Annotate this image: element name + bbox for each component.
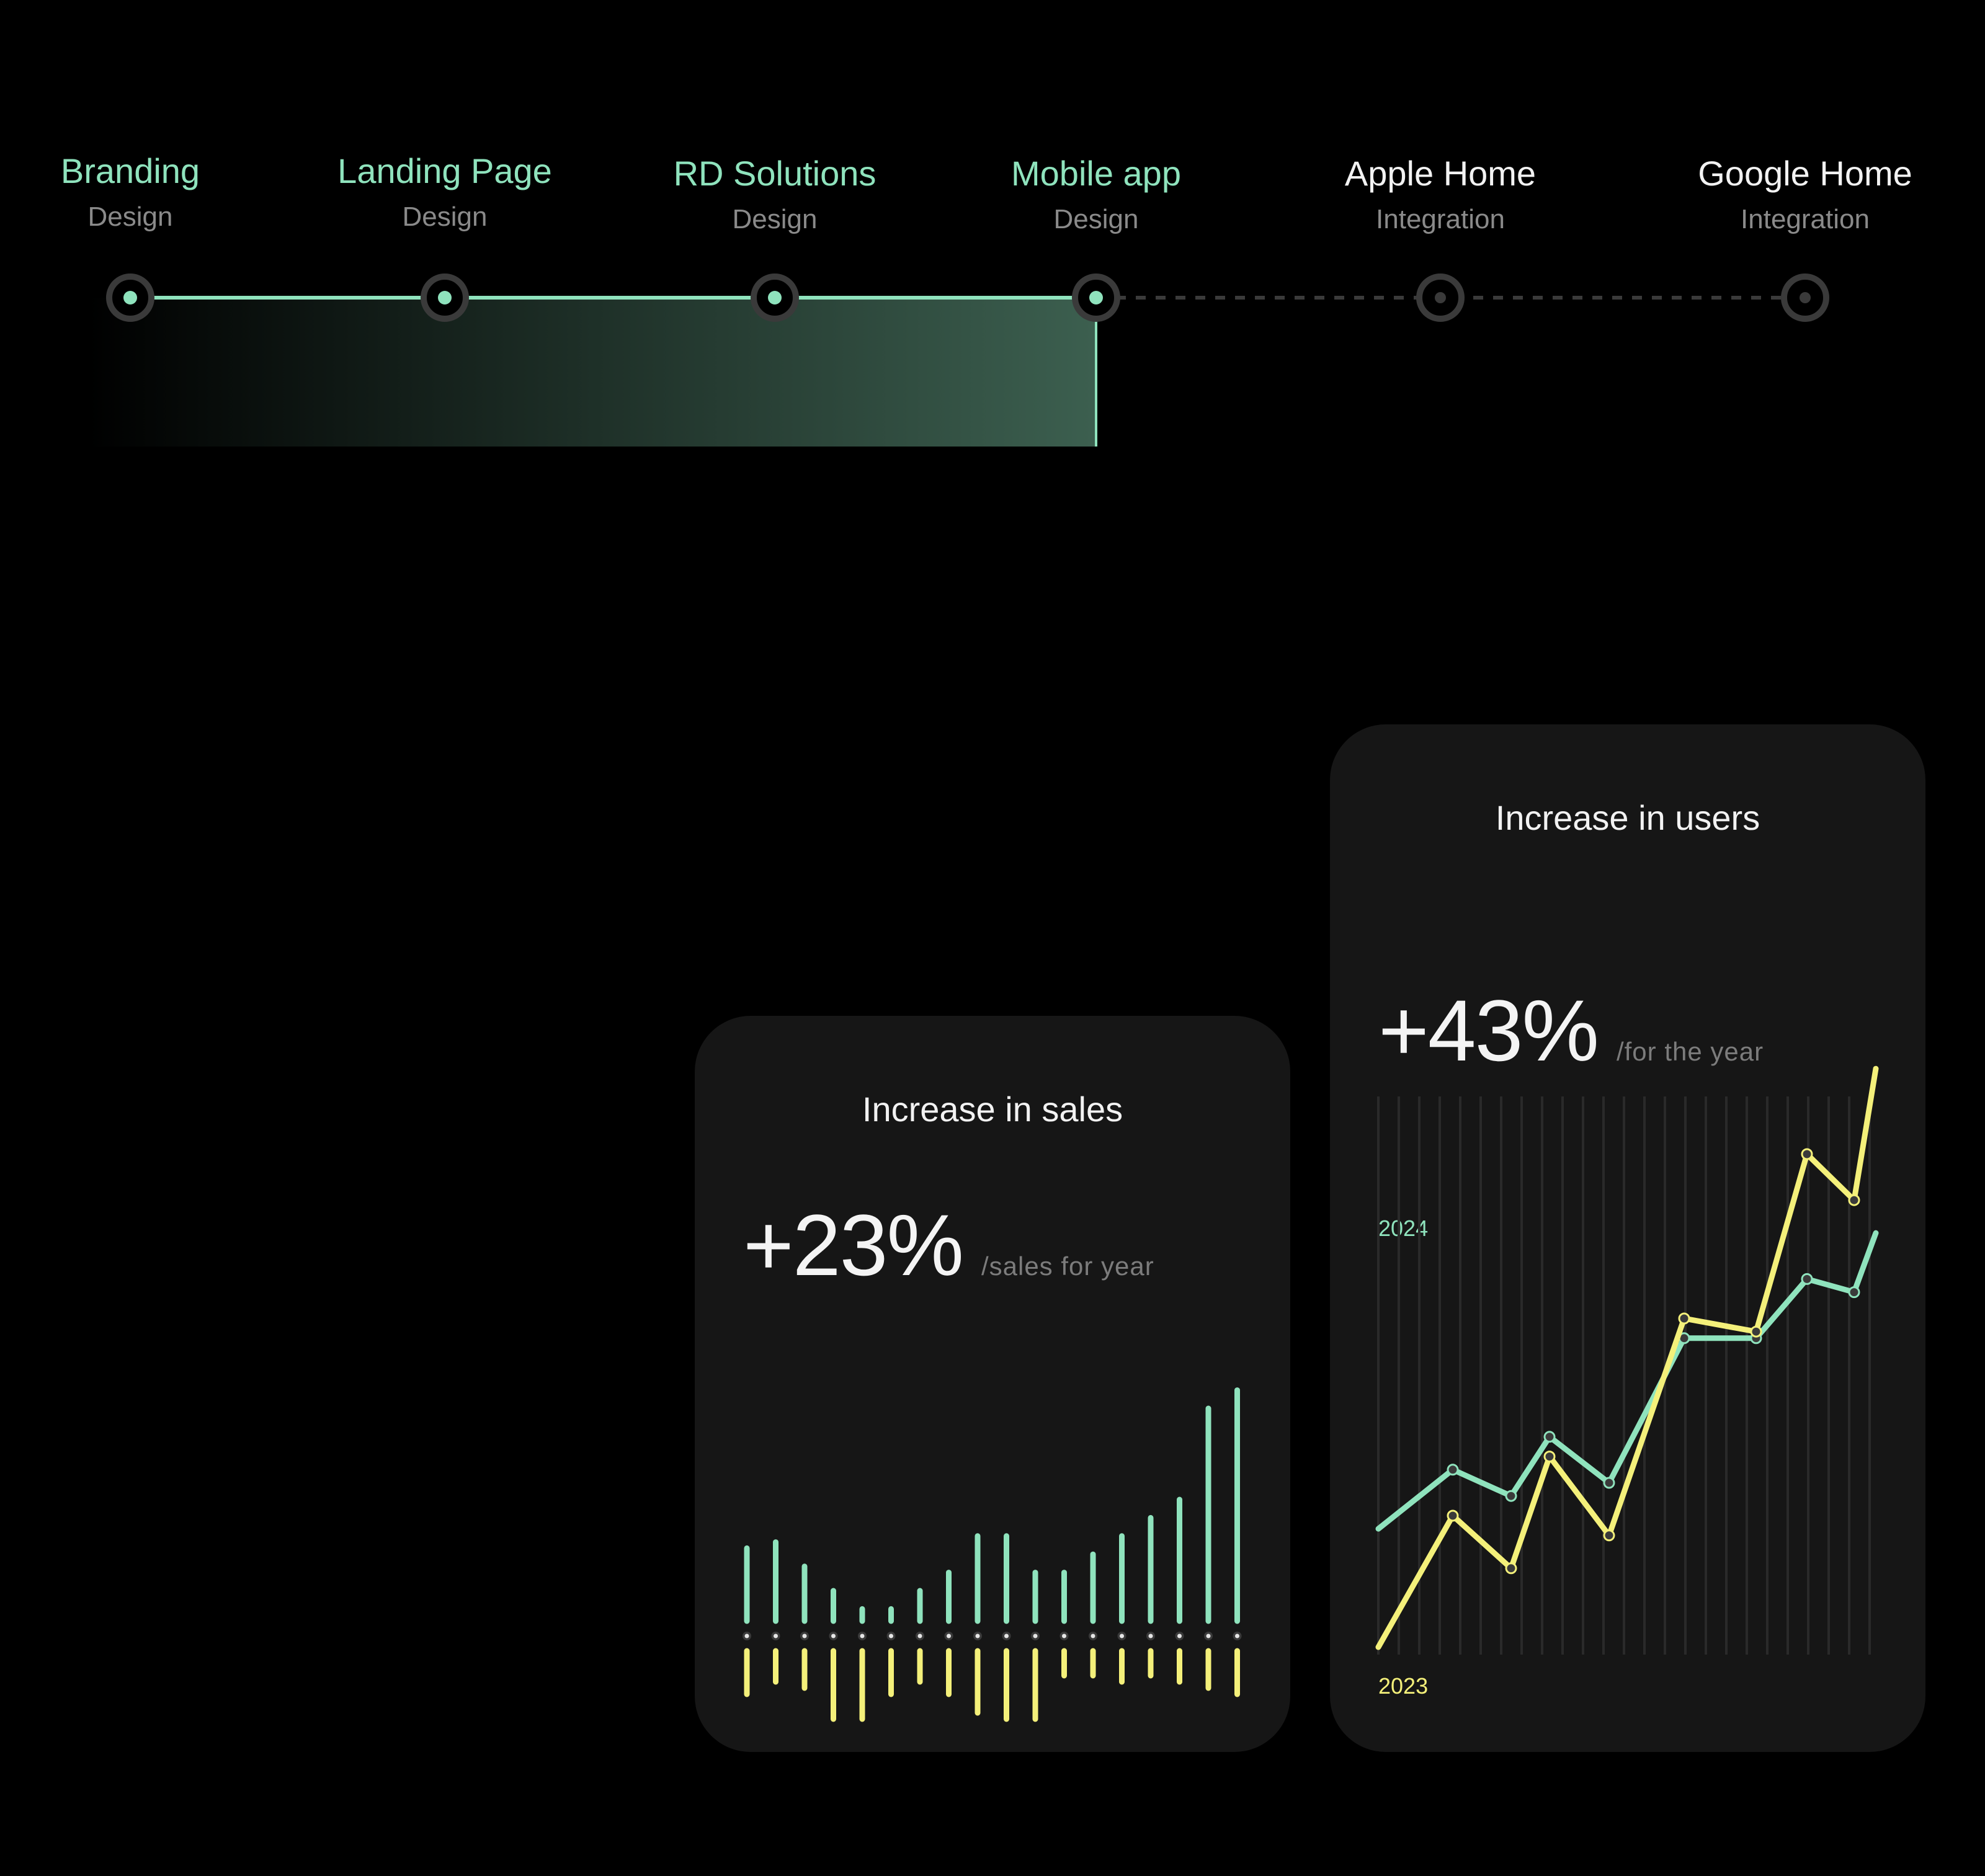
- sales-bar-chart: [743, 1387, 1242, 1722]
- timeline-node-dot-done: [438, 291, 452, 305]
- users-point-2023: [1750, 1325, 1762, 1338]
- step-subtitle: Design: [1053, 204, 1139, 234]
- users-point-2024: [1543, 1431, 1556, 1443]
- step-branding[interactable]: Branding Design: [0, 151, 273, 233]
- sales-axis-dot-center: [975, 1634, 980, 1638]
- users-series-2023: [1375, 1065, 1879, 1650]
- card-title: Increase in sales: [862, 1090, 1123, 1129]
- users-point-2023: [1848, 1194, 1860, 1206]
- step-title: Apple Home: [1344, 154, 1537, 193]
- timeline-track: [87, 273, 1829, 447]
- sales-axis-dot-center: [1235, 1634, 1239, 1638]
- step-title: Branding: [60, 151, 200, 190]
- users-point-2024: [1505, 1490, 1517, 1502]
- sales-axis-dot-center: [947, 1634, 951, 1638]
- users-point-2024: [1801, 1273, 1813, 1285]
- users-point-2024: [1848, 1286, 1860, 1299]
- step-title: Landing Page: [337, 151, 552, 190]
- legend-2023: 2023: [1378, 1673, 1429, 1699]
- sales-stat: +23% /sales for year: [743, 1202, 1154, 1289]
- sales-axis-dot-center: [917, 1634, 922, 1638]
- step-subtitle: Design: [732, 204, 818, 234]
- timeline-node-dot-done: [768, 291, 782, 305]
- users-point-2023: [1543, 1451, 1556, 1463]
- sales-axis-dot-center: [889, 1634, 893, 1638]
- sales-axis-dot-center: [1177, 1634, 1182, 1638]
- step-apple-home[interactable]: Apple Home Integration: [1298, 154, 1583, 236]
- stat-suffix: /sales for year: [981, 1251, 1154, 1281]
- sales-axis-dot-center: [1062, 1634, 1066, 1638]
- sales-axis-dot-center: [1148, 1634, 1153, 1638]
- users-stat: +43% /for the year: [1378, 987, 1764, 1074]
- users-series-2024: [1375, 1230, 1879, 1532]
- users-point-2023: [1801, 1148, 1813, 1160]
- step-mobile-app[interactable]: Mobile app Design: [953, 154, 1239, 236]
- sales-axis-dot-center: [774, 1634, 778, 1638]
- sales-axis-dot-center: [1206, 1634, 1211, 1638]
- sales-axis-dot-center: [860, 1634, 865, 1638]
- sales-axis-dot-center: [1120, 1634, 1124, 1638]
- timeline-node-dot-done: [123, 291, 137, 305]
- timeline-node-dot-done: [1089, 291, 1103, 305]
- timeline-progress-fill: [87, 298, 1097, 447]
- step-subtitle: Design: [402, 202, 488, 232]
- sales-axis-dot-center: [744, 1634, 749, 1638]
- sales-card: Increase in sales +23% /sales for year: [695, 1016, 1290, 1752]
- step-landing-page[interactable]: Landing Page Design: [302, 151, 587, 233]
- stat-value: +23%: [743, 1196, 964, 1294]
- project-timeline: Branding Design Landing Page Design RD S…: [0, 0, 1985, 496]
- step-subtitle: Integration: [1741, 204, 1870, 234]
- sales-axis-dot-center: [1033, 1634, 1038, 1638]
- sales-axis-dot-center: [1091, 1634, 1095, 1638]
- users-point-2024: [1603, 1477, 1615, 1489]
- users-point-2023: [1603, 1529, 1615, 1542]
- users-point-2023: [1678, 1312, 1690, 1325]
- card-title: Increase in users: [1495, 798, 1760, 837]
- step-title: RD Solutions: [673, 154, 877, 193]
- users-point-2023: [1447, 1509, 1459, 1522]
- step-rd-solutions[interactable]: RD Solutions Design: [632, 154, 917, 236]
- sales-axis-dot-center: [1004, 1634, 1009, 1638]
- step-title: Mobile app: [1011, 154, 1181, 193]
- step-subtitle: Integration: [1376, 204, 1505, 234]
- step-subtitle: Design: [87, 202, 173, 232]
- step-google-home[interactable]: Google Home Integration: [1662, 154, 1948, 236]
- timeline-node-dot-pending: [1435, 292, 1446, 303]
- users-point-2024: [1447, 1464, 1459, 1476]
- users-point-2023: [1505, 1562, 1517, 1575]
- stat-suffix: /for the year: [1616, 1037, 1764, 1066]
- sales-axis-dot-center: [802, 1634, 807, 1638]
- step-title: Google Home: [1698, 154, 1912, 193]
- sales-axis-dot-center: [831, 1634, 836, 1638]
- users-line-chart: [1375, 1065, 1879, 1655]
- users-card: Increase in users +43% /for the year 202…: [1330, 724, 1925, 1752]
- stat-value: +43%: [1378, 982, 1599, 1079]
- timeline-node-dot-pending: [1800, 292, 1811, 303]
